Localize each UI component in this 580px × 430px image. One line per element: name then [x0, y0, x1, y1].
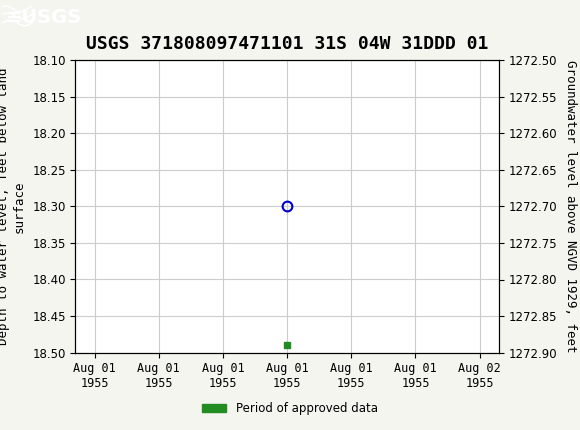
Y-axis label: Groundwater level above NGVD 1929, feet: Groundwater level above NGVD 1929, feet — [564, 60, 577, 353]
Text: ≡USGS: ≡USGS — [6, 8, 82, 27]
Legend: Period of approved data: Period of approved data — [198, 397, 382, 420]
Y-axis label: Depth to water level, feet below land
surface: Depth to water level, feet below land su… — [0, 68, 26, 345]
Title: USGS 371808097471101 31S 04W 31DDD 01: USGS 371808097471101 31S 04W 31DDD 01 — [86, 35, 488, 53]
